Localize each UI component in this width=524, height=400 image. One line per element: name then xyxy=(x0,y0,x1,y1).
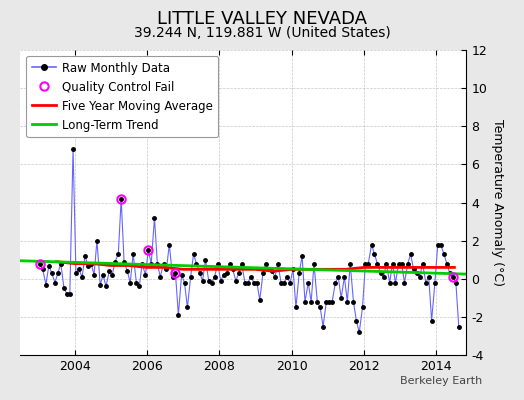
Text: LITTLE VALLEY NEVADA: LITTLE VALLEY NEVADA xyxy=(157,10,367,28)
Text: Berkeley Earth: Berkeley Earth xyxy=(400,376,482,386)
Legend: Raw Monthly Data, Quality Control Fail, Five Year Moving Average, Long-Term Tren: Raw Monthly Data, Quality Control Fail, … xyxy=(26,56,219,138)
Text: 39.244 N, 119.881 W (United States): 39.244 N, 119.881 W (United States) xyxy=(134,26,390,40)
Y-axis label: Temperature Anomaly (°C): Temperature Anomaly (°C) xyxy=(491,119,504,286)
